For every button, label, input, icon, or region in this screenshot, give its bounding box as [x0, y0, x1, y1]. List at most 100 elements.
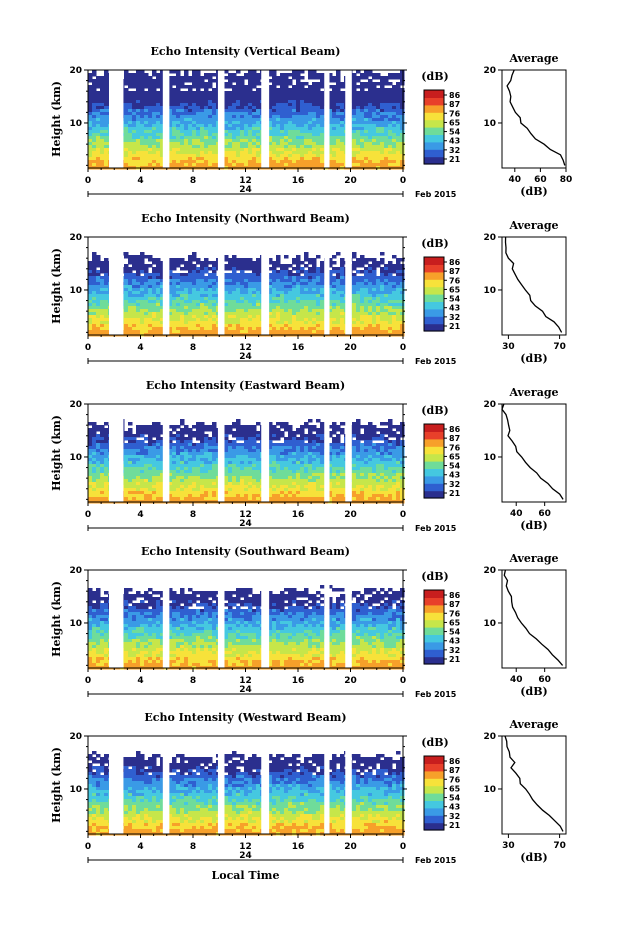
heatmap-cell [152, 327, 157, 331]
heatmap-cell [128, 163, 133, 167]
heatmap-cell [100, 294, 105, 298]
heatmap-cell [280, 327, 285, 331]
heatmap-cell [340, 163, 345, 167]
heatmap-cell [176, 85, 181, 89]
heatmap-cell [92, 136, 97, 140]
average-y-tick-label: 20 [483, 66, 496, 76]
heatmap-cell [256, 315, 261, 319]
heatmap-cell [176, 94, 181, 98]
heatmap-cell [364, 82, 369, 86]
heatmap-cell [268, 276, 273, 280]
heatmap-cell [192, 279, 197, 283]
heatmap-cell [352, 79, 357, 83]
heatmap-cell [372, 318, 377, 322]
heatmap-cell [384, 282, 389, 286]
heatmap-cell [172, 91, 177, 95]
heatmap-cell [140, 85, 145, 89]
heatmap-cell [320, 91, 325, 95]
heatmap-cell [192, 318, 197, 322]
heatmap-cell [376, 88, 381, 92]
heatmap-cell [280, 121, 285, 125]
heatmap-cell [284, 145, 289, 149]
heatmap-cell [400, 82, 405, 86]
heatmap-cell [360, 425, 365, 429]
heatmap-cell [124, 82, 129, 86]
heatmap-cell [168, 431, 173, 435]
heatmap-cell [360, 282, 365, 286]
heatmap-cell [352, 294, 357, 298]
heatmap-cell [400, 330, 405, 334]
heatmap-cell [196, 70, 201, 74]
heatmap-cell [172, 142, 177, 146]
heatmap-cell [156, 321, 161, 325]
heatmap-cell [360, 127, 365, 131]
heatmap-cell [316, 270, 321, 274]
heatmap-cell [248, 136, 253, 140]
heatmap-cell [240, 282, 245, 286]
heatmap-cell [100, 121, 105, 125]
heatmap-cell [268, 273, 273, 277]
heatmap-cell [152, 270, 157, 274]
heatmap-cell [192, 264, 197, 268]
heatmap-cell [136, 139, 141, 143]
heatmap-cell [128, 109, 133, 113]
heatmap-cell [280, 303, 285, 307]
heatmap-cell [212, 282, 217, 286]
heatmap-cell [96, 109, 101, 113]
heatmap-cell [180, 136, 185, 140]
heatmap-cell [212, 94, 217, 98]
heatmap-cell [396, 309, 401, 313]
heatmap-cell [196, 130, 201, 134]
heatmap-cell [228, 157, 233, 161]
heatmap-cell [168, 70, 173, 74]
heatmap-cell [372, 300, 377, 304]
heatmap-cell [132, 291, 137, 295]
heatmap-cell [228, 118, 233, 122]
heatmap-cell [200, 264, 205, 268]
heatmap-cell [100, 312, 105, 316]
heatmap-cell [188, 306, 193, 310]
heatmap-cell [160, 136, 165, 140]
heatmap-cell [300, 154, 305, 158]
heatmap-cell [312, 100, 317, 104]
heatmap-cell [180, 258, 185, 262]
heatmap-cell [148, 255, 153, 259]
heatmap-cell [380, 115, 385, 119]
heatmap-cell [212, 306, 217, 310]
heatmap-cell [148, 148, 153, 152]
heatmap-cell [372, 139, 377, 143]
heatmap-cell [160, 285, 165, 289]
heatmap-cell [380, 151, 385, 155]
heatmap-cell [364, 327, 369, 331]
heatmap-cell [228, 97, 233, 101]
heatmap-cell [196, 285, 201, 289]
heatmap-cell [268, 318, 273, 322]
heatmap-cell [184, 118, 189, 122]
colorbar-tick-label: 87 [449, 267, 460, 276]
heatmap-cell [180, 115, 185, 119]
heatmap-cell [184, 312, 189, 316]
heatmap-cell [172, 133, 177, 137]
heatmap-cell [356, 258, 361, 262]
heatmap-cell [172, 264, 177, 268]
heatmap-cell [96, 97, 101, 101]
heatmap-cell [244, 88, 249, 92]
heatmap-cell [392, 297, 397, 301]
colorbar-segment [424, 290, 444, 293]
heatmap-cell [336, 145, 341, 149]
heatmap-cell [156, 76, 161, 80]
heatmap-cell [376, 288, 381, 292]
heatmap-cell [388, 100, 393, 104]
heatmap-cell [208, 121, 213, 125]
heatmap-cell [240, 157, 245, 161]
heatmap-cell [300, 76, 305, 80]
heatmap-cell [148, 127, 153, 131]
heatmap-cell [376, 276, 381, 280]
heatmap-cell [232, 282, 237, 286]
x-tick-label: 4 [137, 176, 143, 186]
heatmap-cell [284, 160, 289, 164]
heatmap-cell [228, 109, 233, 113]
heatmap-cell [208, 330, 213, 334]
heatmap-cell [188, 127, 193, 131]
heatmap-cell [180, 151, 185, 155]
